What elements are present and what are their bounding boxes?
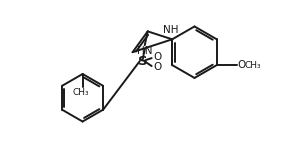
- Text: NH: NH: [164, 25, 179, 35]
- Text: O: O: [154, 52, 162, 62]
- Text: S: S: [138, 55, 148, 68]
- Text: O: O: [154, 62, 162, 72]
- Text: CH₃: CH₃: [73, 88, 89, 97]
- Text: HN: HN: [137, 46, 152, 56]
- Text: O: O: [238, 60, 246, 70]
- Text: CH₃: CH₃: [245, 61, 261, 70]
